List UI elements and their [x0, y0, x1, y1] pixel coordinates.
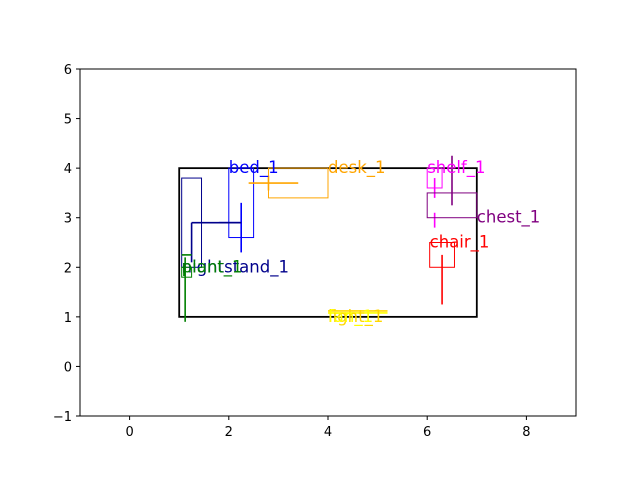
x-tick-label: 4	[324, 425, 332, 440]
object-label-chair_1: chair_1	[430, 233, 490, 253]
object-label-fan_1: fan_1	[328, 307, 373, 327]
y-tick-label: 4	[64, 162, 72, 177]
object-label-desk_1: desk_1	[328, 158, 386, 178]
y-tick-label: 2	[64, 261, 72, 276]
y-tick-label: 6	[64, 63, 72, 78]
y-tick-label: 1	[64, 311, 72, 326]
x-tick-label: 6	[423, 425, 431, 440]
y-tick-label: 5	[64, 113, 72, 128]
y-tick-label: −1	[53, 410, 72, 425]
object-label-shelf_1: shelf_1	[427, 158, 485, 178]
x-tick-label: 2	[225, 425, 233, 440]
object-label-plant_1: plant_1	[182, 257, 243, 277]
object-label-bed_1: bed_1	[229, 158, 279, 178]
y-tick-label: 3	[64, 212, 72, 227]
x-tick-label: 0	[125, 425, 133, 440]
object-label-chest_1: chest_1	[477, 208, 541, 228]
x-tick-label: 8	[522, 425, 530, 440]
y-tick-label: 0	[64, 360, 72, 375]
